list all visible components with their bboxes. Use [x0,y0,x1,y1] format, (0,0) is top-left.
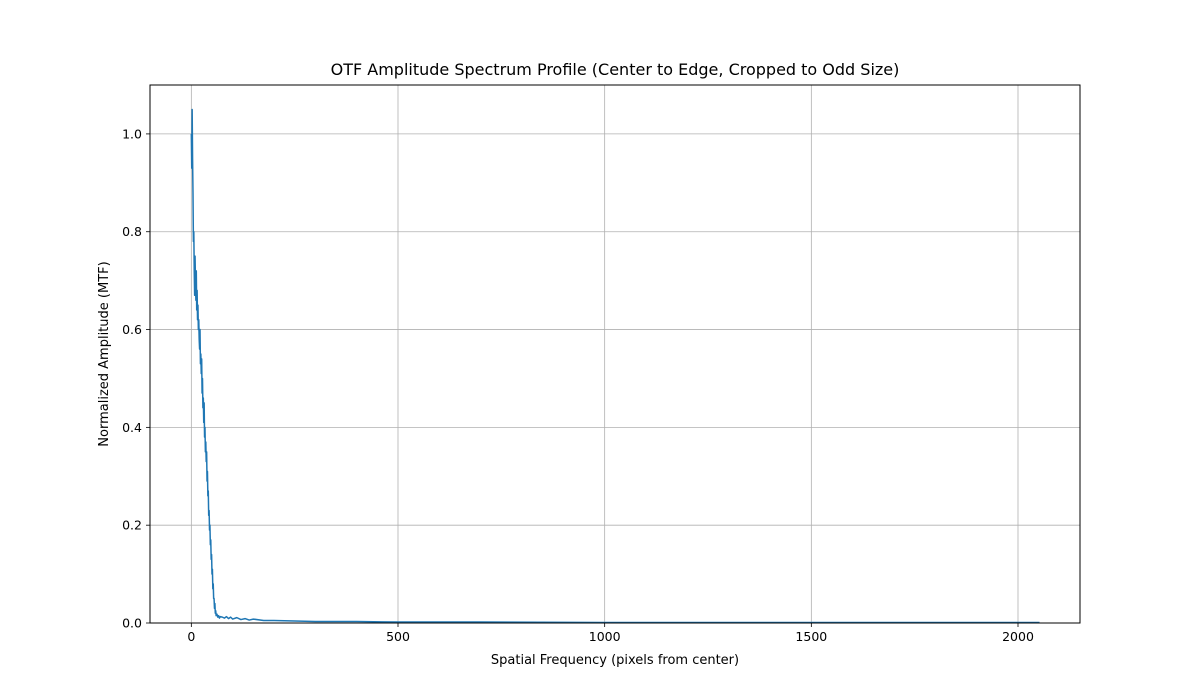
ticks-layer: 0 500 1000 1500 2000 0.0 0.2 0.4 0.6 0.8 1.0 [122,126,1034,644]
y-axis-title: Normalized Amplitude (MTF) [97,261,112,446]
y-tick-label: 0.8 [122,224,142,239]
series-layer [190,108,1040,624]
y-tick-label: 0.4 [122,420,142,435]
y-tick-label: 0.6 [122,322,142,337]
y-tick-label: 0.0 [122,616,142,631]
x-tick-label: 1000 [589,629,621,644]
y-tick-label: 1.0 [122,126,142,141]
series-line-0 [190,108,1040,624]
x-tick-label: 0 [187,629,195,644]
x-tick-label: 2000 [1002,629,1034,644]
x-axis-title: Spatial Frequency (pixels from center) [491,653,739,668]
chart-title: OTF Amplitude Spectrum Profile (Center t… [331,60,900,79]
plot-frame [149,84,1081,624]
x-tick-label: 1500 [795,629,827,644]
x-tick-label: 500 [386,629,410,644]
y-tick-label: 0.2 [122,518,142,533]
